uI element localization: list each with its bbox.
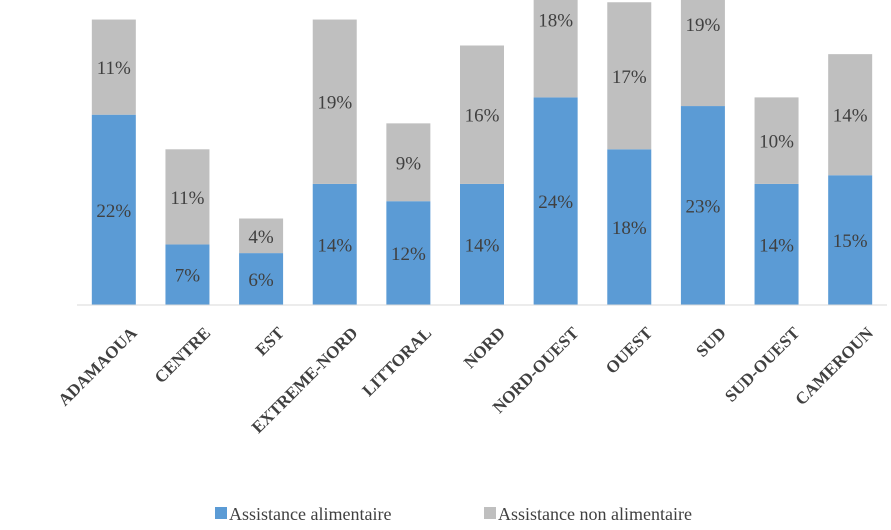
bar-centre-alimentaire	[165, 244, 210, 305]
category-label-adamaoua: ADAMAOUA	[54, 323, 141, 410]
bar-extreme-nord-non-alimentaire	[312, 19, 357, 184]
bar-nord-alimentaire	[460, 183, 504, 305]
data-label-centre-non-alimentaire: 11%	[170, 188, 204, 209]
data-label-est-non-alimentaire: 4%	[248, 227, 274, 248]
bar-sud-ouest-non-alimentaire	[754, 97, 799, 184]
data-label-nord-alimentaire: 14%	[465, 235, 500, 256]
category-label-ouest: OUEST	[602, 323, 657, 378]
bar-adamaoua-alimentaire	[91, 114, 136, 305]
data-label-ouest-non-alimentaire: 17%	[612, 67, 647, 88]
category-label-centre: CENTRE	[151, 323, 215, 387]
data-label-sud-ouest-non-alimentaire: 10%	[759, 132, 794, 153]
legend-swatch-alimentaire	[215, 507, 227, 519]
legend: Assistance alimentaire Assistance non ali…	[215, 504, 692, 524]
bar-littoral-alimentaire	[386, 201, 431, 305]
data-label-sud-alimentaire: 23%	[685, 197, 720, 218]
data-label-nord-non-alimentaire: 16%	[465, 106, 500, 127]
data-label-sud-ouest-alimentaire: 14%	[759, 235, 794, 256]
category-label-est: EST	[252, 323, 289, 360]
bar-extreme-nord-alimentaire	[312, 183, 357, 305]
legend-swatch-non-alimentaire	[484, 507, 496, 519]
legend-label-alimentaire: Assistance alimentaire	[229, 504, 391, 524]
category-label-littoral: LITTORAL	[359, 323, 436, 400]
bar-littoral-non-alimentaire	[386, 123, 431, 202]
bar-nord-non-alimentaire	[460, 45, 504, 184]
bar-ouest-alimentaire	[607, 149, 652, 305]
category-label-cameroun: CAMEROUN	[791, 323, 877, 409]
data-label-est-alimentaire: 6%	[248, 270, 274, 291]
bar-sud-non-alimentaire	[680, 0, 725, 107]
data-label-centre-alimentaire: 7%	[175, 266, 201, 287]
data-label-ouest-alimentaire: 18%	[612, 218, 647, 239]
bar-adamaoua-non-alimentaire	[91, 19, 136, 115]
data-label-adamaoua-alimentaire: 22%	[96, 201, 131, 222]
data-label-nord-ouest-alimentaire: 24%	[538, 192, 573, 213]
bar-cameroun-alimentaire	[828, 175, 873, 305]
bar-ouest-non-alimentaire	[607, 2, 652, 150]
bar-nord-ouest-alimentaire	[533, 97, 578, 306]
data-labels-layer: 22% 11% 7% 11% 6% 4% 14% 19% 12% 9% 14% 16% 24% 18% 18…	[96, 11, 868, 291]
data-label-cameroun-alimentaire: 15%	[833, 231, 868, 252]
data-label-extreme-nord-alimentaire: 14%	[317, 235, 352, 256]
bar-nord-ouest-non-alimentaire	[533, 0, 578, 98]
data-label-littoral-non-alimentaire: 9%	[396, 153, 422, 174]
bar-est-alimentaire	[239, 253, 284, 305]
data-label-cameroun-non-alimentaire: 14%	[833, 106, 868, 127]
bar-sud-ouest-alimentaire	[754, 183, 799, 305]
data-label-littoral-alimentaire: 12%	[391, 244, 426, 265]
bar-cameroun-non-alimentaire	[828, 54, 873, 176]
bar-centre-non-alimentaire	[165, 149, 210, 245]
category-label-nord: NORD	[460, 323, 509, 372]
category-label-sud: SUD	[692, 323, 729, 360]
bar-est-non-alimentaire	[239, 218, 284, 254]
data-label-adamaoua-non-alimentaire: 11%	[97, 58, 131, 79]
category-label-sud-ouest: SUD-OUEST	[721, 323, 804, 406]
legend-label-non-alimentaire: Assistance non alimentaire	[498, 504, 692, 524]
data-label-sud-non-alimentaire: 19%	[685, 15, 720, 36]
data-label-extreme-nord-non-alimentaire: 19%	[317, 93, 352, 114]
bars-layer	[91, 0, 873, 306]
bar-sud-alimentaire	[680, 106, 725, 305]
data-label-nord-ouest-non-alimentaire: 18%	[538, 11, 573, 32]
